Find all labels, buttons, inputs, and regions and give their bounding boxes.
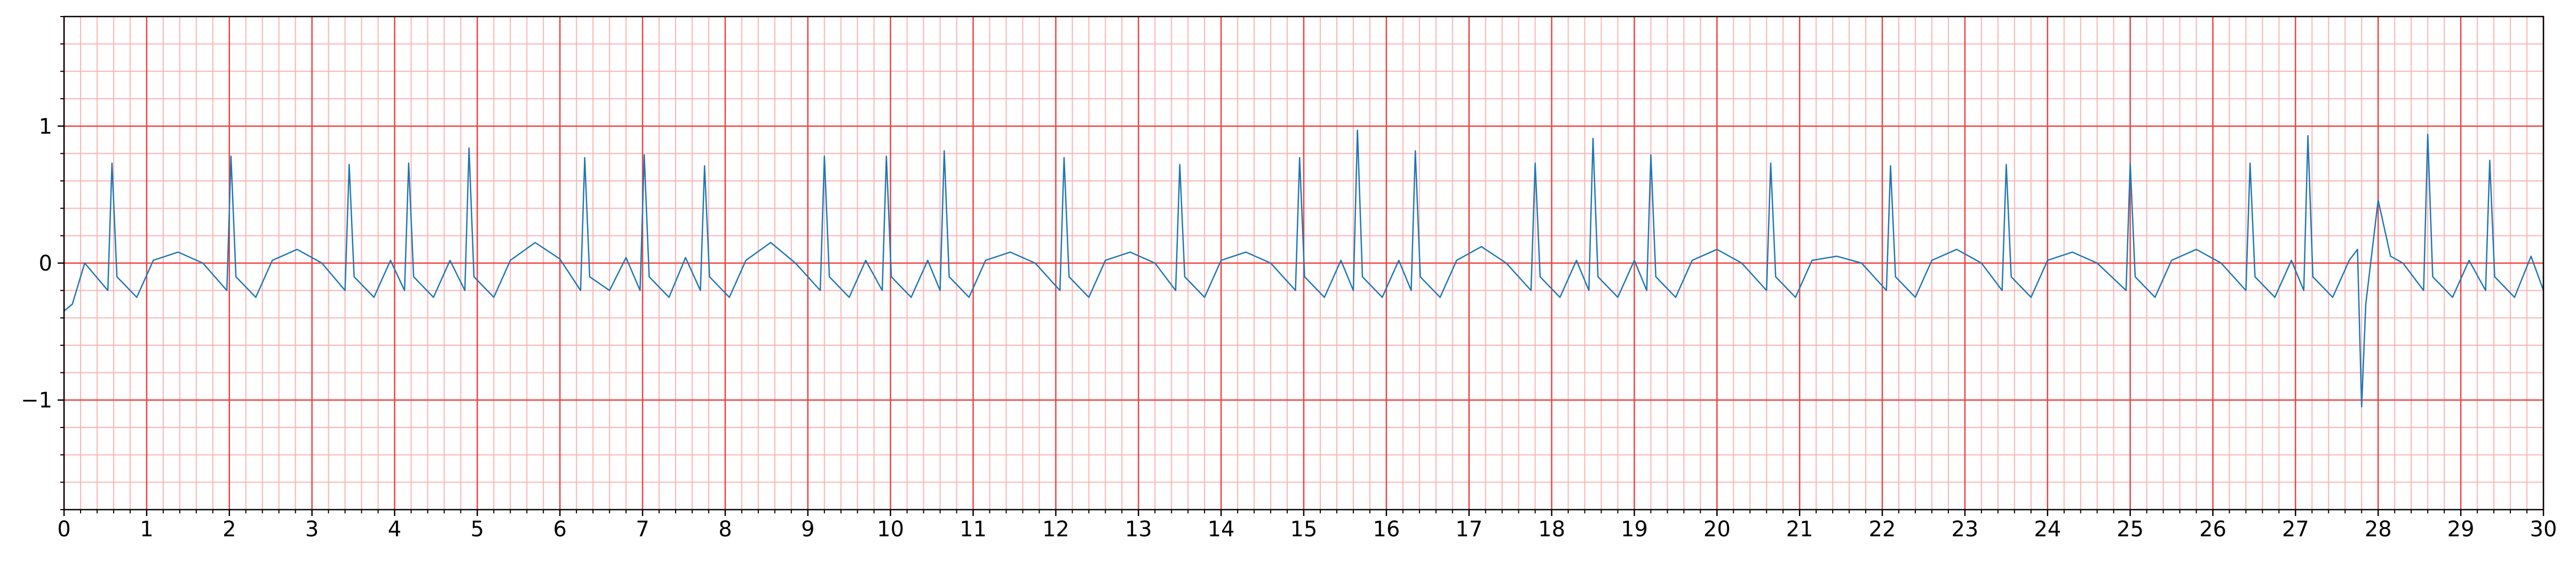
x-tick-label: 26	[2199, 517, 2226, 542]
x-tick-label: 28	[2365, 517, 2392, 542]
x-tick-label: 21	[1786, 517, 1813, 542]
x-tick-label: 15	[1290, 517, 1318, 542]
y-tick-label: 1	[39, 114, 52, 139]
y-tick-label: −1	[21, 388, 52, 413]
x-tick-label: 3	[305, 517, 319, 542]
x-tick-label: 22	[1869, 517, 1896, 542]
x-tick-label: 2	[223, 517, 236, 542]
x-tick-label: 30	[2530, 517, 2557, 542]
plot-frame	[63, 15, 2545, 511]
x-tick-label: 27	[2282, 517, 2309, 542]
x-tick-label: 11	[960, 517, 987, 542]
x-tick-label: 0	[57, 517, 70, 542]
x-tick-label: 17	[1455, 517, 1483, 542]
x-tick-label: 8	[718, 517, 732, 542]
x-tick-label: 7	[636, 517, 649, 542]
x-tick-label: 14	[1208, 517, 1235, 542]
x-tick-label: 24	[2034, 517, 2061, 542]
x-tick-label: 9	[801, 517, 814, 542]
x-tick-label: 18	[1538, 517, 1565, 542]
x-tick-label: 25	[2117, 517, 2144, 542]
x-tick-label: 16	[1373, 517, 1400, 542]
x-tick-label: 20	[1703, 517, 1731, 542]
x-tick-label: 13	[1125, 517, 1152, 542]
x-tick-label: 4	[388, 517, 401, 542]
x-tick-label: 5	[471, 517, 484, 542]
x-tick-label: 10	[877, 517, 904, 542]
x-tick-label: 23	[1951, 517, 1978, 542]
ecg-line	[64, 129, 2545, 408]
x-tick-label: 6	[553, 517, 566, 542]
x-tick-label: 19	[1621, 517, 1648, 542]
x-tick-label: 12	[1042, 517, 1069, 542]
x-tick-label: 29	[2447, 517, 2475, 542]
y-tick-label: 0	[39, 251, 52, 276]
x-tick-label: 1	[140, 517, 153, 542]
